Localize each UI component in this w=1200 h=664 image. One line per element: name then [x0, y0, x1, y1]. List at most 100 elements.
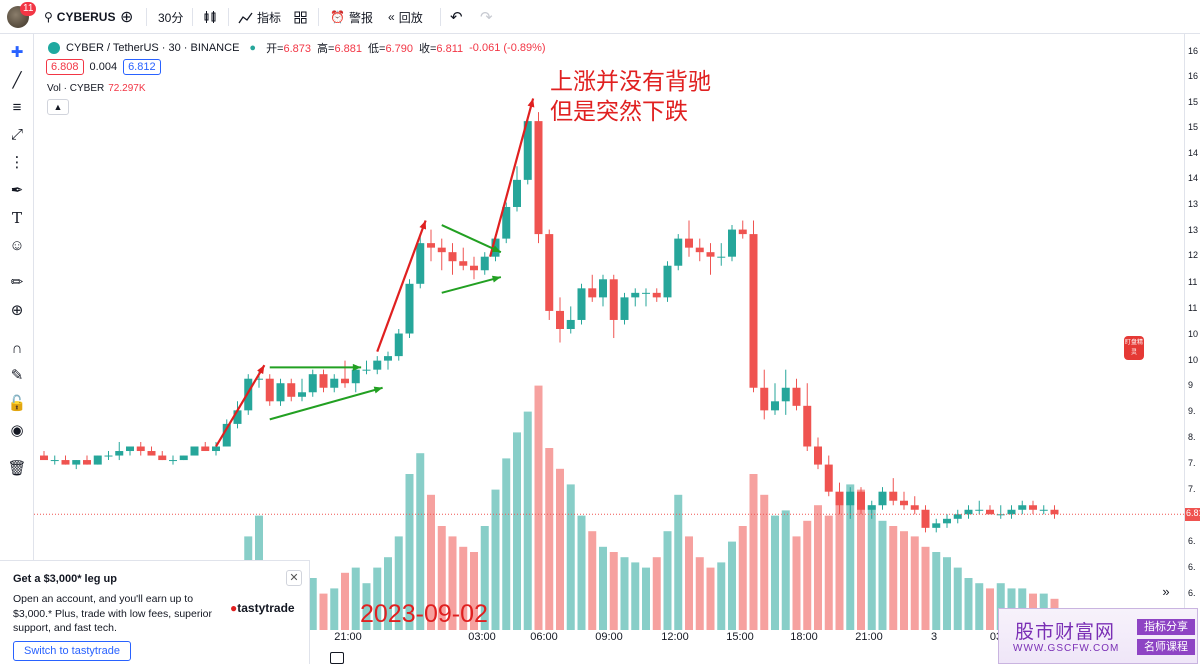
candle-body	[889, 491, 898, 501]
volume-bar	[556, 468, 564, 630]
volume-bar	[706, 567, 715, 630]
pair-label: CYBER / TetherUS · 30 · BINANCE	[66, 42, 240, 54]
volume-bar	[341, 572, 349, 630]
candle-body	[308, 374, 317, 393]
candle-body	[233, 410, 242, 424]
volume-bar	[824, 515, 833, 630]
lock-drawing-icon[interactable]: ✎	[10, 367, 24, 384]
compare-add-icon[interactable]: ⊕	[120, 9, 134, 26]
pattern-icon[interactable]: ⤢	[10, 125, 23, 143]
symbol-search-button[interactable]: ⚲ CYBERUS	[44, 8, 115, 26]
annotation-line-1: 上涨并没有背驰	[550, 68, 711, 94]
candle-body	[663, 265, 672, 298]
fib-retracement-icon[interactable]: ≡	[12, 98, 22, 116]
time-axis-label: 21:00	[334, 631, 362, 643]
brush-icon[interactable]: ✒	[10, 182, 24, 199]
volume-bar	[685, 536, 693, 630]
candle-body	[1018, 505, 1027, 510]
volume-bar	[760, 494, 769, 630]
candle-body	[287, 383, 296, 397]
volume-bar	[362, 583, 371, 630]
candle-body	[50, 460, 59, 462]
trash-icon[interactable]: 🗑	[7, 460, 27, 477]
candle-body	[437, 247, 446, 253]
sell-price-button[interactable]: 6.808	[46, 59, 84, 75]
candle-body	[964, 509, 973, 515]
price-axis-label: 12	[1188, 250, 1199, 260]
volume-bar	[459, 546, 468, 630]
top-toolbar: 11 ⚲ CYBERUS ⊕ 30分 指标 ⏰ 警报 « 回放 ↶ ↷	[0, 0, 1200, 34]
undo-icon[interactable]: ↶	[450, 9, 463, 26]
promo-body: Open an account, and you'll earn up to $…	[13, 593, 213, 634]
candle-type-icon[interactable]	[203, 8, 217, 26]
ruler-icon[interactable]: ✏	[10, 274, 24, 291]
volume-bar	[351, 567, 360, 630]
price-axis-label: 11	[1188, 303, 1198, 313]
candle-body	[728, 229, 736, 257]
volume-bar	[416, 453, 425, 630]
volume-bar	[480, 526, 489, 630]
volume-bar	[695, 557, 704, 630]
close-icon[interactable]: ✕	[286, 570, 302, 586]
price-axis-label: 7.	[1188, 484, 1196, 494]
price-axis-label: 15	[1188, 122, 1199, 132]
scroll-right-icon[interactable]: »	[1162, 584, 1170, 599]
switch-broker-button[interactable]: Switch to tastytrade	[13, 641, 131, 661]
candle-body	[72, 460, 81, 465]
trendline-icon[interactable]: ╱	[12, 72, 22, 89]
alert-button[interactable]: ⏰ 警报	[330, 10, 373, 25]
volume-bar	[674, 494, 683, 630]
buy-price-button[interactable]: 6.812	[123, 59, 161, 75]
candle-body	[1050, 509, 1059, 515]
candle-body	[975, 509, 984, 511]
high-value: 6.881	[334, 43, 362, 55]
candle-body	[448, 252, 457, 262]
time-axis[interactable]: 21:00 03:00 06:00 09:00 12:00 15:00 18:00 21:00…	[34, 628, 1184, 648]
text-tool-icon[interactable]: T	[11, 209, 22, 227]
volume-bar	[448, 536, 457, 630]
candle-body	[1029, 505, 1037, 510]
candle-body	[588, 288, 597, 298]
candle-body	[502, 206, 511, 239]
app-badge[interactable]: 盯盘精灵	[1124, 336, 1144, 360]
candle-body	[706, 252, 715, 257]
candle-body	[319, 374, 328, 388]
candle-body	[932, 523, 941, 528]
volume-bar	[867, 505, 876, 630]
volume-bar	[781, 510, 790, 630]
calendar-icon[interactable]	[330, 652, 344, 664]
volume-bar	[652, 557, 661, 630]
candle-body	[910, 505, 919, 510]
layout-grid-icon[interactable]	[294, 8, 307, 26]
emoji-icon[interactable]: ☺	[9, 236, 25, 254]
indicators-icon	[238, 12, 253, 23]
volume-bar	[384, 557, 392, 630]
candle-body	[341, 378, 349, 384]
eye-icon[interactable]: ◉	[10, 422, 24, 439]
brand-dot-icon: ●	[230, 601, 238, 615]
interval-button[interactable]: 30分	[158, 10, 184, 25]
volume-bar	[964, 578, 973, 630]
candle-body	[384, 356, 392, 361]
magnet-icon[interactable]: ∩	[11, 339, 23, 357]
zoom-in-icon[interactable]: ⊕	[10, 302, 24, 319]
candle-body	[190, 446, 199, 456]
volume-bar	[932, 552, 941, 630]
volume-bar	[975, 583, 984, 630]
volume-bar	[330, 588, 339, 630]
time-axis-label: 18:00	[790, 631, 818, 643]
candle-body	[814, 446, 822, 465]
volume-bar	[953, 567, 962, 630]
price-axis-label: 13	[1188, 199, 1199, 209]
price-axis[interactable]: 1616151514141313121111101099.8.7.7.7.6.6…	[1184, 34, 1200, 634]
replay-button[interactable]: « 回放	[388, 10, 423, 25]
crosshair-icon[interactable]: ✚	[10, 44, 24, 61]
price-axis-label: 13	[1188, 225, 1199, 235]
candle-body	[83, 460, 91, 465]
candle-body	[599, 279, 607, 298]
redo-icon[interactable]: ↷	[480, 9, 493, 26]
prediction-icon[interactable]: ⋮	[9, 154, 25, 171]
indicators-button[interactable]: 指标	[238, 8, 281, 26]
lock-icon[interactable]: 🔓	[7, 395, 27, 412]
collapse-legend-button[interactable]: ▲	[47, 99, 69, 115]
